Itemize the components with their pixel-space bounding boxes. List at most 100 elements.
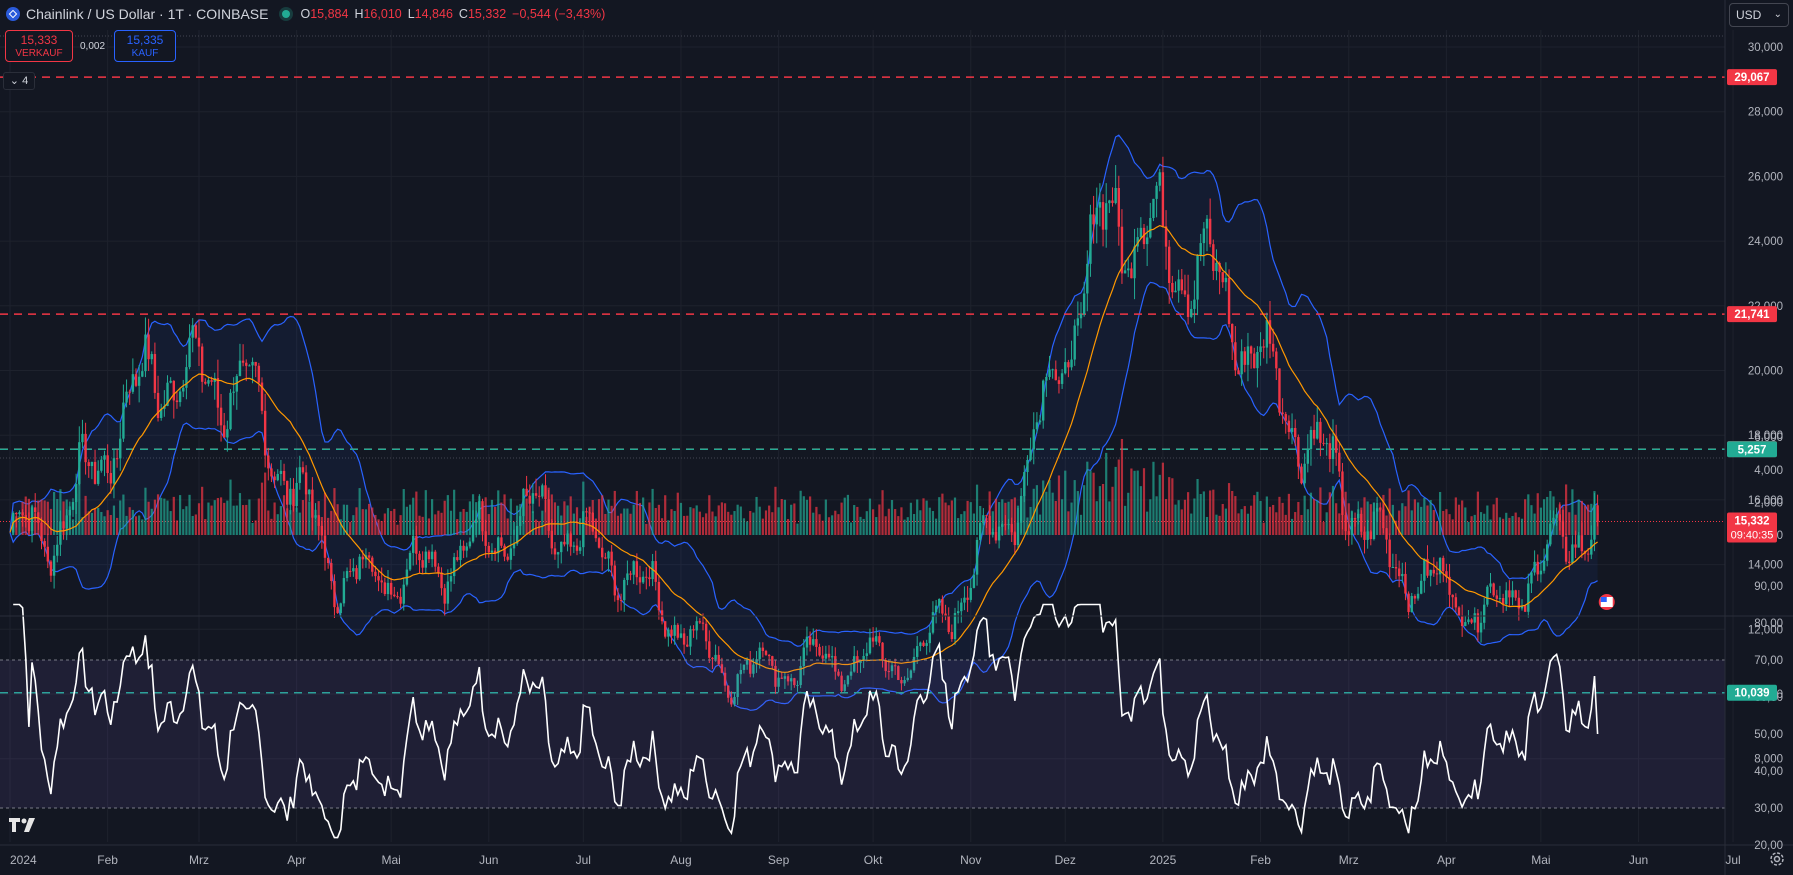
volume-bar: [541, 510, 544, 535]
candle-body: [1347, 531, 1350, 535]
candle-body: [875, 636, 878, 642]
candle-body: [733, 697, 736, 705]
candle-body: [730, 697, 733, 705]
volume-bar: [1250, 505, 1253, 535]
volume-bar: [676, 492, 679, 535]
candle-body: [267, 455, 270, 469]
sell-button[interactable]: 15,333 VERKAUF: [5, 30, 73, 62]
settings-gear-icon[interactable]: [1768, 850, 1786, 868]
volume-bar: [46, 501, 49, 535]
candle-body: [1064, 362, 1067, 374]
volume-bar: [166, 500, 169, 535]
candle-body: [1492, 583, 1495, 596]
volume-bar: [78, 474, 81, 535]
candle-body: [960, 602, 963, 612]
volume-bar: [925, 500, 928, 535]
volume-bar: [1164, 499, 1168, 535]
candle-body: [1249, 346, 1253, 354]
tradingview-logo-icon[interactable]: [8, 816, 38, 834]
candle-body: [421, 560, 424, 568]
volume-bar: [1464, 507, 1467, 535]
candle-body: [194, 325, 198, 338]
candle-body: [301, 467, 305, 473]
candle-body: [308, 489, 311, 495]
candle-body: [708, 641, 711, 658]
volume-bar: [1568, 512, 1571, 535]
candle-body: [745, 659, 749, 665]
candle-body: [1231, 323, 1234, 343]
volume-bar: [1092, 472, 1095, 535]
candle-body: [1237, 370, 1240, 375]
volume-bar: [386, 508, 390, 535]
candle-body: [380, 580, 383, 583]
candle-body: [216, 378, 220, 408]
candle-body: [229, 392, 232, 430]
volume-bar: [1026, 517, 1029, 535]
candle-body: [62, 521, 65, 529]
candle-body: [865, 653, 868, 656]
candle-body: [374, 571, 377, 577]
candle-body: [487, 545, 490, 553]
candle-body: [1139, 227, 1143, 238]
candle-body: [859, 659, 862, 664]
candle-body: [563, 541, 566, 545]
volume-bar: [116, 517, 119, 535]
volume-bar: [1054, 500, 1057, 535]
candle-body: [1300, 466, 1303, 484]
volume-bar: [538, 521, 541, 535]
candle-body: [1546, 544, 1549, 561]
candle-body: [1023, 472, 1026, 497]
candle-body: [377, 576, 380, 581]
volume-bar: [374, 514, 377, 535]
volume-bar: [742, 518, 746, 535]
x-tick-label: 2025: [1150, 853, 1177, 867]
volume-bar: [1309, 492, 1313, 535]
volume-bar: [1048, 479, 1051, 535]
volume-bar: [897, 516, 900, 535]
volume-bar: [355, 507, 358, 535]
volume-bar: [257, 498, 260, 535]
candle-body: [1420, 580, 1423, 594]
indicators-collapse-button[interactable]: ⌄ 4: [3, 72, 35, 90]
candle-body: [786, 676, 790, 682]
candle-body: [909, 670, 913, 678]
market-status-icon[interactable]: [282, 10, 291, 18]
volume-bar: [859, 516, 862, 535]
volume-bar: [528, 505, 531, 535]
currency-select[interactable]: USD ⌄: [1729, 3, 1789, 27]
candle-body: [317, 515, 320, 526]
candle-body: [478, 501, 481, 520]
volume-bar: [1086, 461, 1089, 535]
candle-body: [257, 365, 261, 383]
volume-bar: [93, 508, 97, 535]
volume-bar: [163, 498, 166, 535]
volume-bar: [1187, 492, 1190, 535]
candle-body: [1234, 342, 1237, 371]
candle-body: [87, 462, 90, 467]
buy-button[interactable]: 15,335 KAUF: [114, 30, 176, 62]
volume-bar: [667, 520, 670, 535]
candle-body: [1423, 558, 1426, 581]
volume-bar: [1042, 480, 1045, 535]
candle-body: [1505, 590, 1508, 605]
volume-bar: [1246, 513, 1250, 535]
volume-bar: [342, 504, 345, 535]
candle-body: [355, 568, 358, 580]
x-tick-label: 2024: [10, 853, 37, 867]
volume-bar: [878, 504, 881, 535]
candle-body: [40, 522, 43, 541]
volume-bar: [884, 516, 887, 535]
candle-body: [1514, 590, 1517, 598]
symbol-title[interactable]: Chainlink / US Dollar · 1T · COINBASE: [26, 6, 269, 22]
candle-body: [1256, 352, 1259, 369]
last-price-label: 15,332: [1734, 516, 1769, 528]
candle-body: [645, 576, 648, 578]
volume-bar: [251, 523, 254, 535]
candle-body: [714, 654, 717, 660]
candle-body: [119, 438, 122, 459]
volume-bar: [383, 513, 386, 535]
candle-body: [906, 677, 909, 680]
candle-body: [1101, 202, 1105, 230]
candle-body: [1375, 508, 1379, 512]
